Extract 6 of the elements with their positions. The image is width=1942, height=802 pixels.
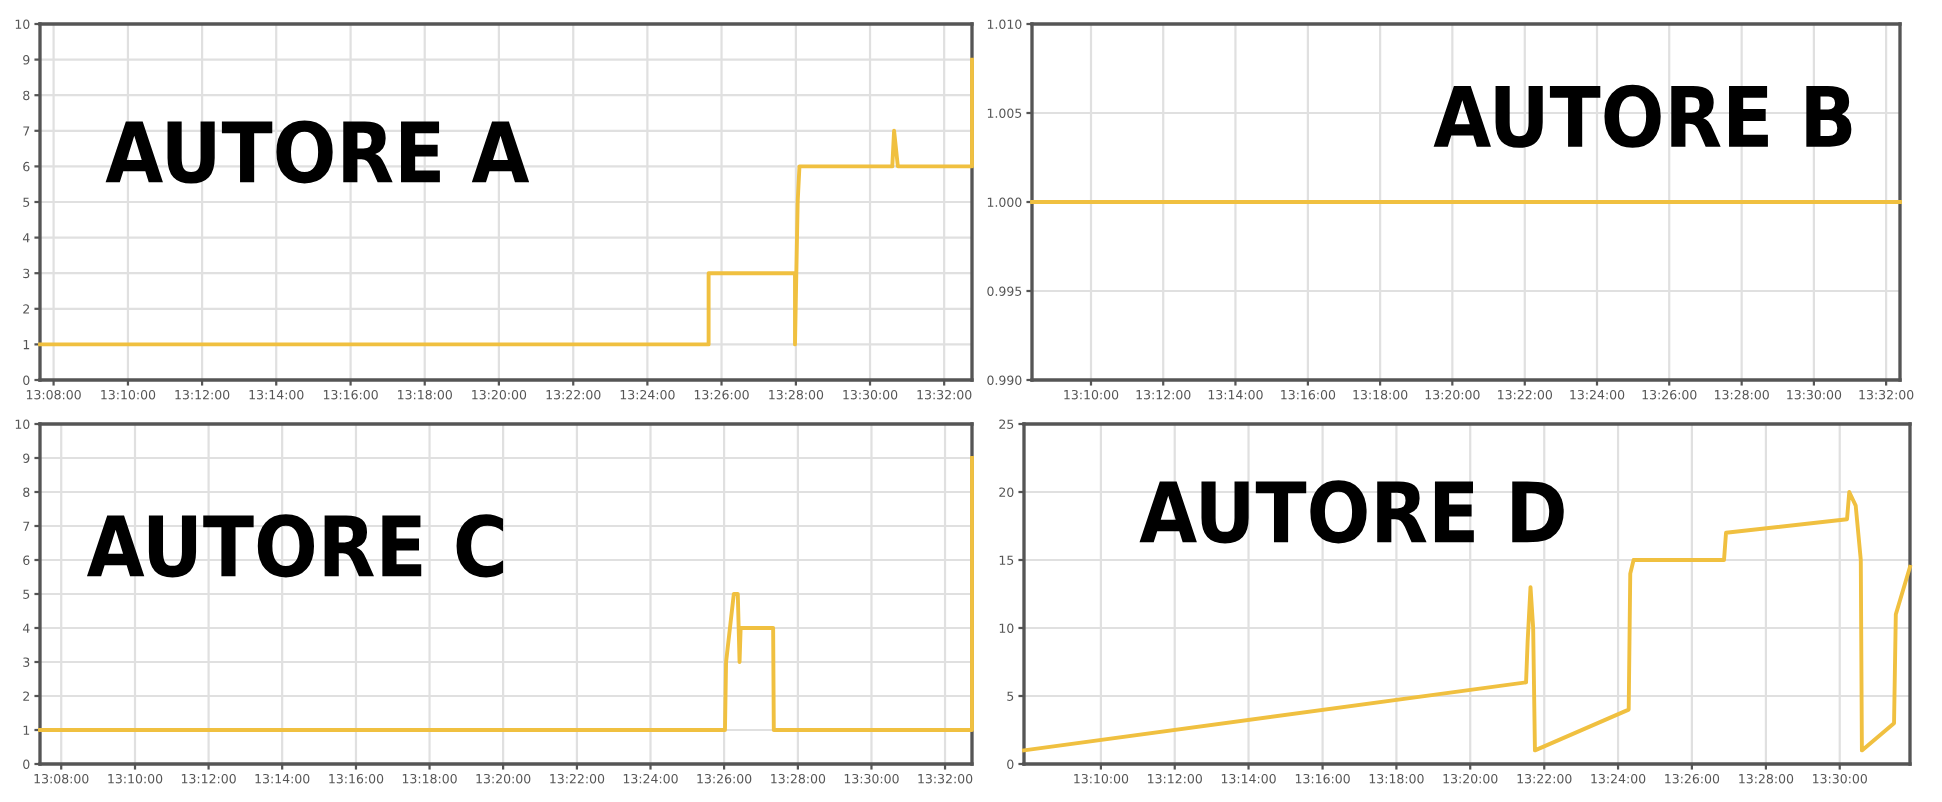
text: AUTORE B <box>1433 84 1852 148</box>
text: AUTORE A <box>105 120 530 184</box>
text: AUTORE D <box>1139 480 1564 544</box>
line-series <box>38 456 974 732</box>
line-series <box>38 57 974 347</box>
text: AUTORE C <box>86 514 504 578</box>
